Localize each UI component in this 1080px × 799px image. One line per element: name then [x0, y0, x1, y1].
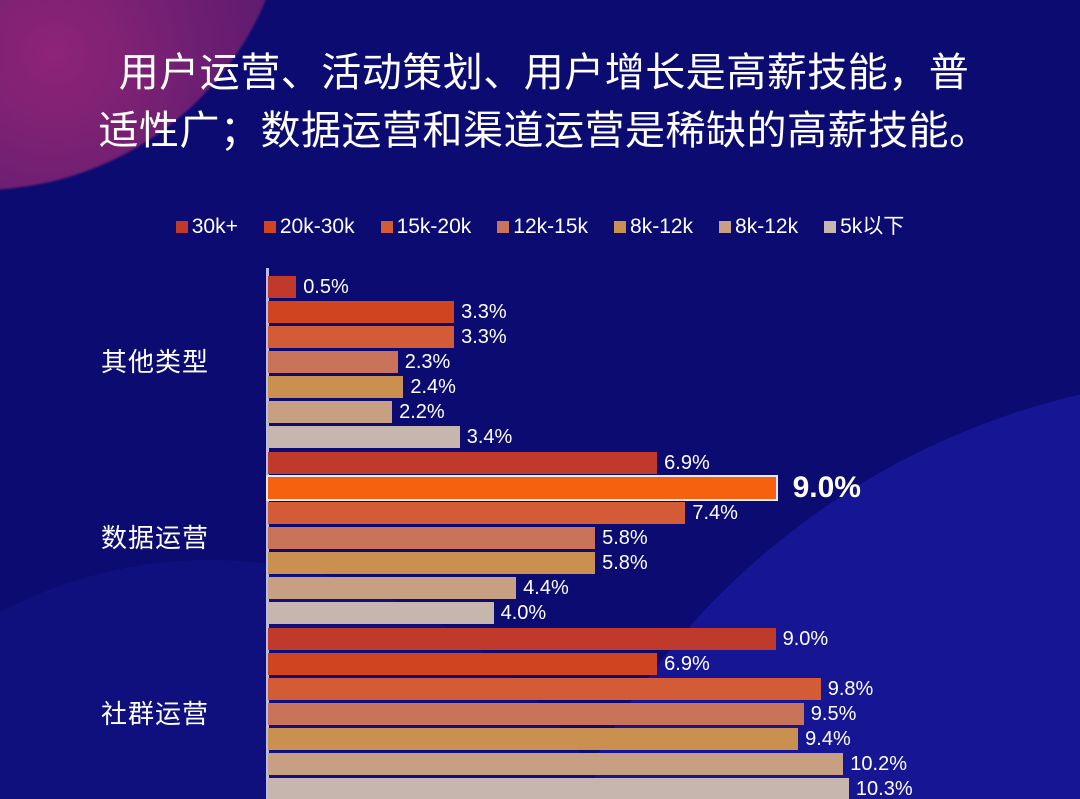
bar-group-item[interactable]: 2.4% — [268, 376, 456, 398]
bar[interactable] — [268, 678, 821, 700]
chart-legend: 30k+ 20k-30k 15k-20k 12k-15k 8k-12k 8k-12k 5k以… — [0, 216, 1080, 237]
legend-item[interactable]: 30k+ — [175, 215, 238, 238]
bar-highlighted[interactable] — [266, 475, 778, 501]
legend-label: 8k-12k — [630, 215, 694, 238]
bar-group-item[interactable]: 9.0% — [268, 628, 828, 650]
category-axis-label: 社群运营 — [100, 699, 209, 729]
bar-group-item[interactable]: 4.4% — [268, 577, 569, 599]
bar-value-label: 0.5% — [303, 276, 349, 298]
bar[interactable] — [268, 502, 686, 524]
category-axis-label: 其他类型 — [100, 347, 209, 377]
bar-group-item[interactable]: 9.5% — [268, 703, 856, 725]
bar[interactable] — [268, 778, 849, 799]
bar-group-item[interactable]: 7.4% — [268, 502, 738, 524]
bar-group-item[interactable]: 3.3% — [268, 326, 507, 348]
legend-item[interactable]: 20k-30k — [263, 215, 355, 238]
bar-value-label: 3.4% — [466, 426, 513, 448]
legend-item[interactable]: 8k-12k — [719, 216, 798, 237]
bar-group-item[interactable]: 6.9% — [268, 452, 710, 474]
bar-value-label: 3.3% — [461, 301, 507, 323]
slide-title: 用户运营、活动策划、用户增长是高薪技能，普 适性广；数据运营和渠道运营是稀缺的高… — [98, 51, 990, 153]
legend-label: 20k-30k — [279, 215, 355, 238]
bar[interactable] — [268, 703, 804, 725]
bar[interactable] — [268, 552, 596, 574]
bar-group-item[interactable]: 3.3% — [268, 301, 507, 323]
bar-group-item[interactable]: 0.5% — [268, 276, 349, 298]
bar-value-label: 6.9% — [664, 452, 710, 474]
category-axis-label: 数据运营 — [100, 523, 209, 553]
legend-label: 30k+ — [191, 215, 238, 238]
legend-swatch-icon — [497, 220, 510, 233]
bar-group-item[interactable]: 2.3% — [268, 351, 450, 373]
bar-value-label: 4.0% — [500, 602, 547, 624]
legend-swatch-icon — [719, 220, 732, 233]
bar-value-label: 9.4% — [805, 728, 851, 750]
bar-group-item[interactable]: 5.8% — [268, 552, 648, 574]
value-axis-line — [266, 268, 269, 799]
bar-value-label: 5.8% — [602, 527, 648, 549]
bar[interactable] — [268, 577, 517, 599]
legend-item[interactable]: 8k-12k — [614, 216, 693, 237]
legend-swatch-icon — [380, 220, 393, 233]
bar-value-label: 5.8% — [602, 552, 648, 574]
legend-swatch-icon — [263, 220, 276, 233]
bar-value-label: 2.4% — [410, 376, 456, 398]
bar-group-item[interactable]: 5.8% — [268, 527, 648, 549]
bar[interactable] — [268, 326, 455, 348]
bar[interactable] — [268, 728, 799, 750]
bar[interactable] — [268, 452, 658, 474]
bar-value-label: 6.9% — [664, 653, 710, 675]
legend-label: 8k-12k — [735, 215, 799, 238]
bar[interactable] — [268, 376, 404, 398]
bar[interactable] — [268, 351, 398, 373]
bar-value-label: 9.8% — [827, 678, 874, 700]
bar[interactable] — [268, 628, 776, 650]
bar[interactable] — [268, 653, 658, 675]
bar-group-item[interactable]: 3.4% — [268, 426, 512, 448]
legend-label: 5k以下 — [840, 215, 905, 238]
bar-value-label: 7.4% — [692, 502, 738, 524]
bar-group-item[interactable]: 10.3% — [268, 778, 913, 799]
bar[interactable] — [268, 527, 596, 549]
bar-group-item[interactable]: 6.9% — [268, 653, 710, 675]
legend-swatch-icon — [175, 220, 188, 233]
bar-group-item[interactable]: 9.4% — [268, 728, 851, 750]
bar-value-label: 9.0% — [792, 471, 861, 504]
bar-value-label: 9.0% — [782, 628, 829, 650]
legend-swatch-icon — [614, 220, 627, 233]
bar-value-label: 10.3% — [855, 778, 913, 799]
legend-label: 15k-20k — [396, 215, 472, 238]
bar-group-item[interactable]: 9.0% — [266, 473, 861, 503]
bar-value-label: 2.3% — [404, 351, 451, 373]
bar[interactable] — [268, 276, 297, 298]
bar[interactable] — [268, 426, 460, 448]
bar-value-label: 4.4% — [523, 577, 569, 599]
legend-swatch-icon — [824, 220, 837, 233]
bar[interactable] — [268, 602, 494, 624]
bar-group-item[interactable]: 10.2% — [268, 753, 907, 775]
bar-group-item[interactable]: 9.8% — [268, 678, 873, 700]
bar-value-label: 2.2% — [399, 401, 445, 423]
bar[interactable] — [268, 401, 393, 423]
legend-item[interactable]: 12k-15k — [497, 216, 588, 237]
bar[interactable] — [268, 753, 844, 775]
legend-label: 12k-15k — [513, 215, 589, 238]
bar-group-item[interactable]: 4.0% — [268, 602, 546, 624]
bar-value-label: 10.2% — [850, 753, 907, 775]
legend-item[interactable]: 15k-20k — [380, 215, 472, 238]
bar-group-item[interactable]: 2.2% — [268, 401, 445, 423]
legend-item[interactable]: 5k以下 — [824, 216, 904, 237]
bar-value-label: 3.3% — [461, 326, 507, 348]
bar[interactable] — [268, 301, 455, 323]
bar-value-label: 9.5% — [810, 703, 857, 725]
